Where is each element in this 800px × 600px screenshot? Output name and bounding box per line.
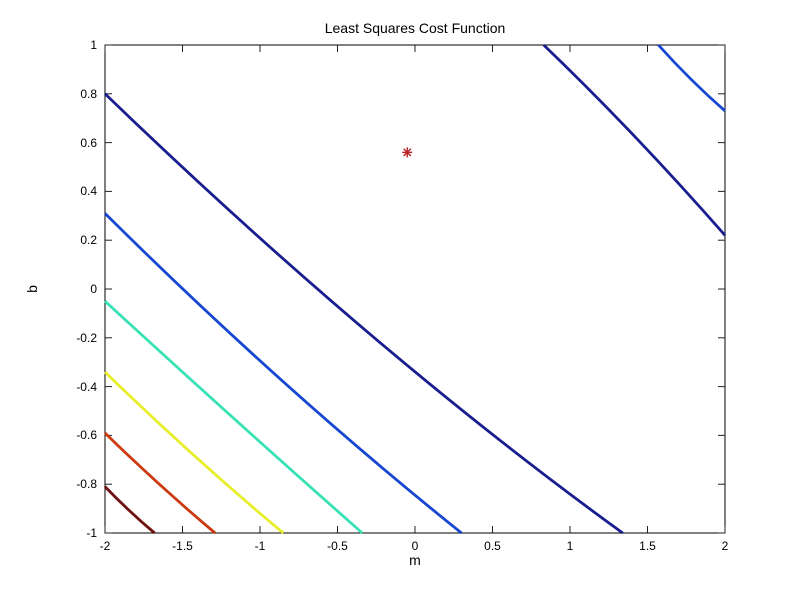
y-tick-label: -0.4 — [76, 379, 97, 394]
y-tick-label: 0.4 — [80, 184, 97, 199]
y-tick-label: 0.6 — [80, 135, 97, 150]
contour-line — [104, 370, 285, 535]
y-tick-label: -1 — [86, 526, 97, 540]
y-tick-label: -0.6 — [76, 428, 97, 443]
x-tick-label: -0.5 — [327, 539, 348, 553]
contour-line — [104, 300, 364, 535]
y-tick-label: 0.2 — [80, 233, 97, 248]
contour-line — [103, 485, 156, 535]
contour-line — [657, 44, 726, 112]
x-tick-label: 0 — [411, 539, 419, 553]
y-tick-label: 1 — [90, 38, 97, 52]
chart-title: Least Squares Cost Function — [324, 20, 506, 36]
contour-line — [104, 212, 463, 535]
x-tick-label: -2 — [99, 539, 111, 553]
x-tick-label: 0.5 — [484, 539, 501, 553]
y-tick-label: 0.8 — [80, 86, 97, 101]
x-axis-label: m — [409, 552, 421, 568]
y-tick-label: -0.2 — [76, 330, 97, 345]
minimum-marker — [402, 147, 413, 158]
y-axis-label: b — [24, 285, 40, 293]
y-tick-label: -0.8 — [76, 477, 97, 492]
contour-line — [104, 92, 624, 535]
x-tick-label: 2 — [721, 539, 729, 553]
contour-line — [542, 43, 727, 237]
x-tick-label: -1.5 — [172, 539, 193, 553]
x-tick-label: 1.5 — [639, 539, 656, 553]
contour-line — [104, 431, 217, 535]
x-tick-label: -1 — [254, 539, 266, 553]
x-tick-label: 1 — [566, 539, 574, 553]
y-tick-label: 0 — [90, 282, 97, 296]
